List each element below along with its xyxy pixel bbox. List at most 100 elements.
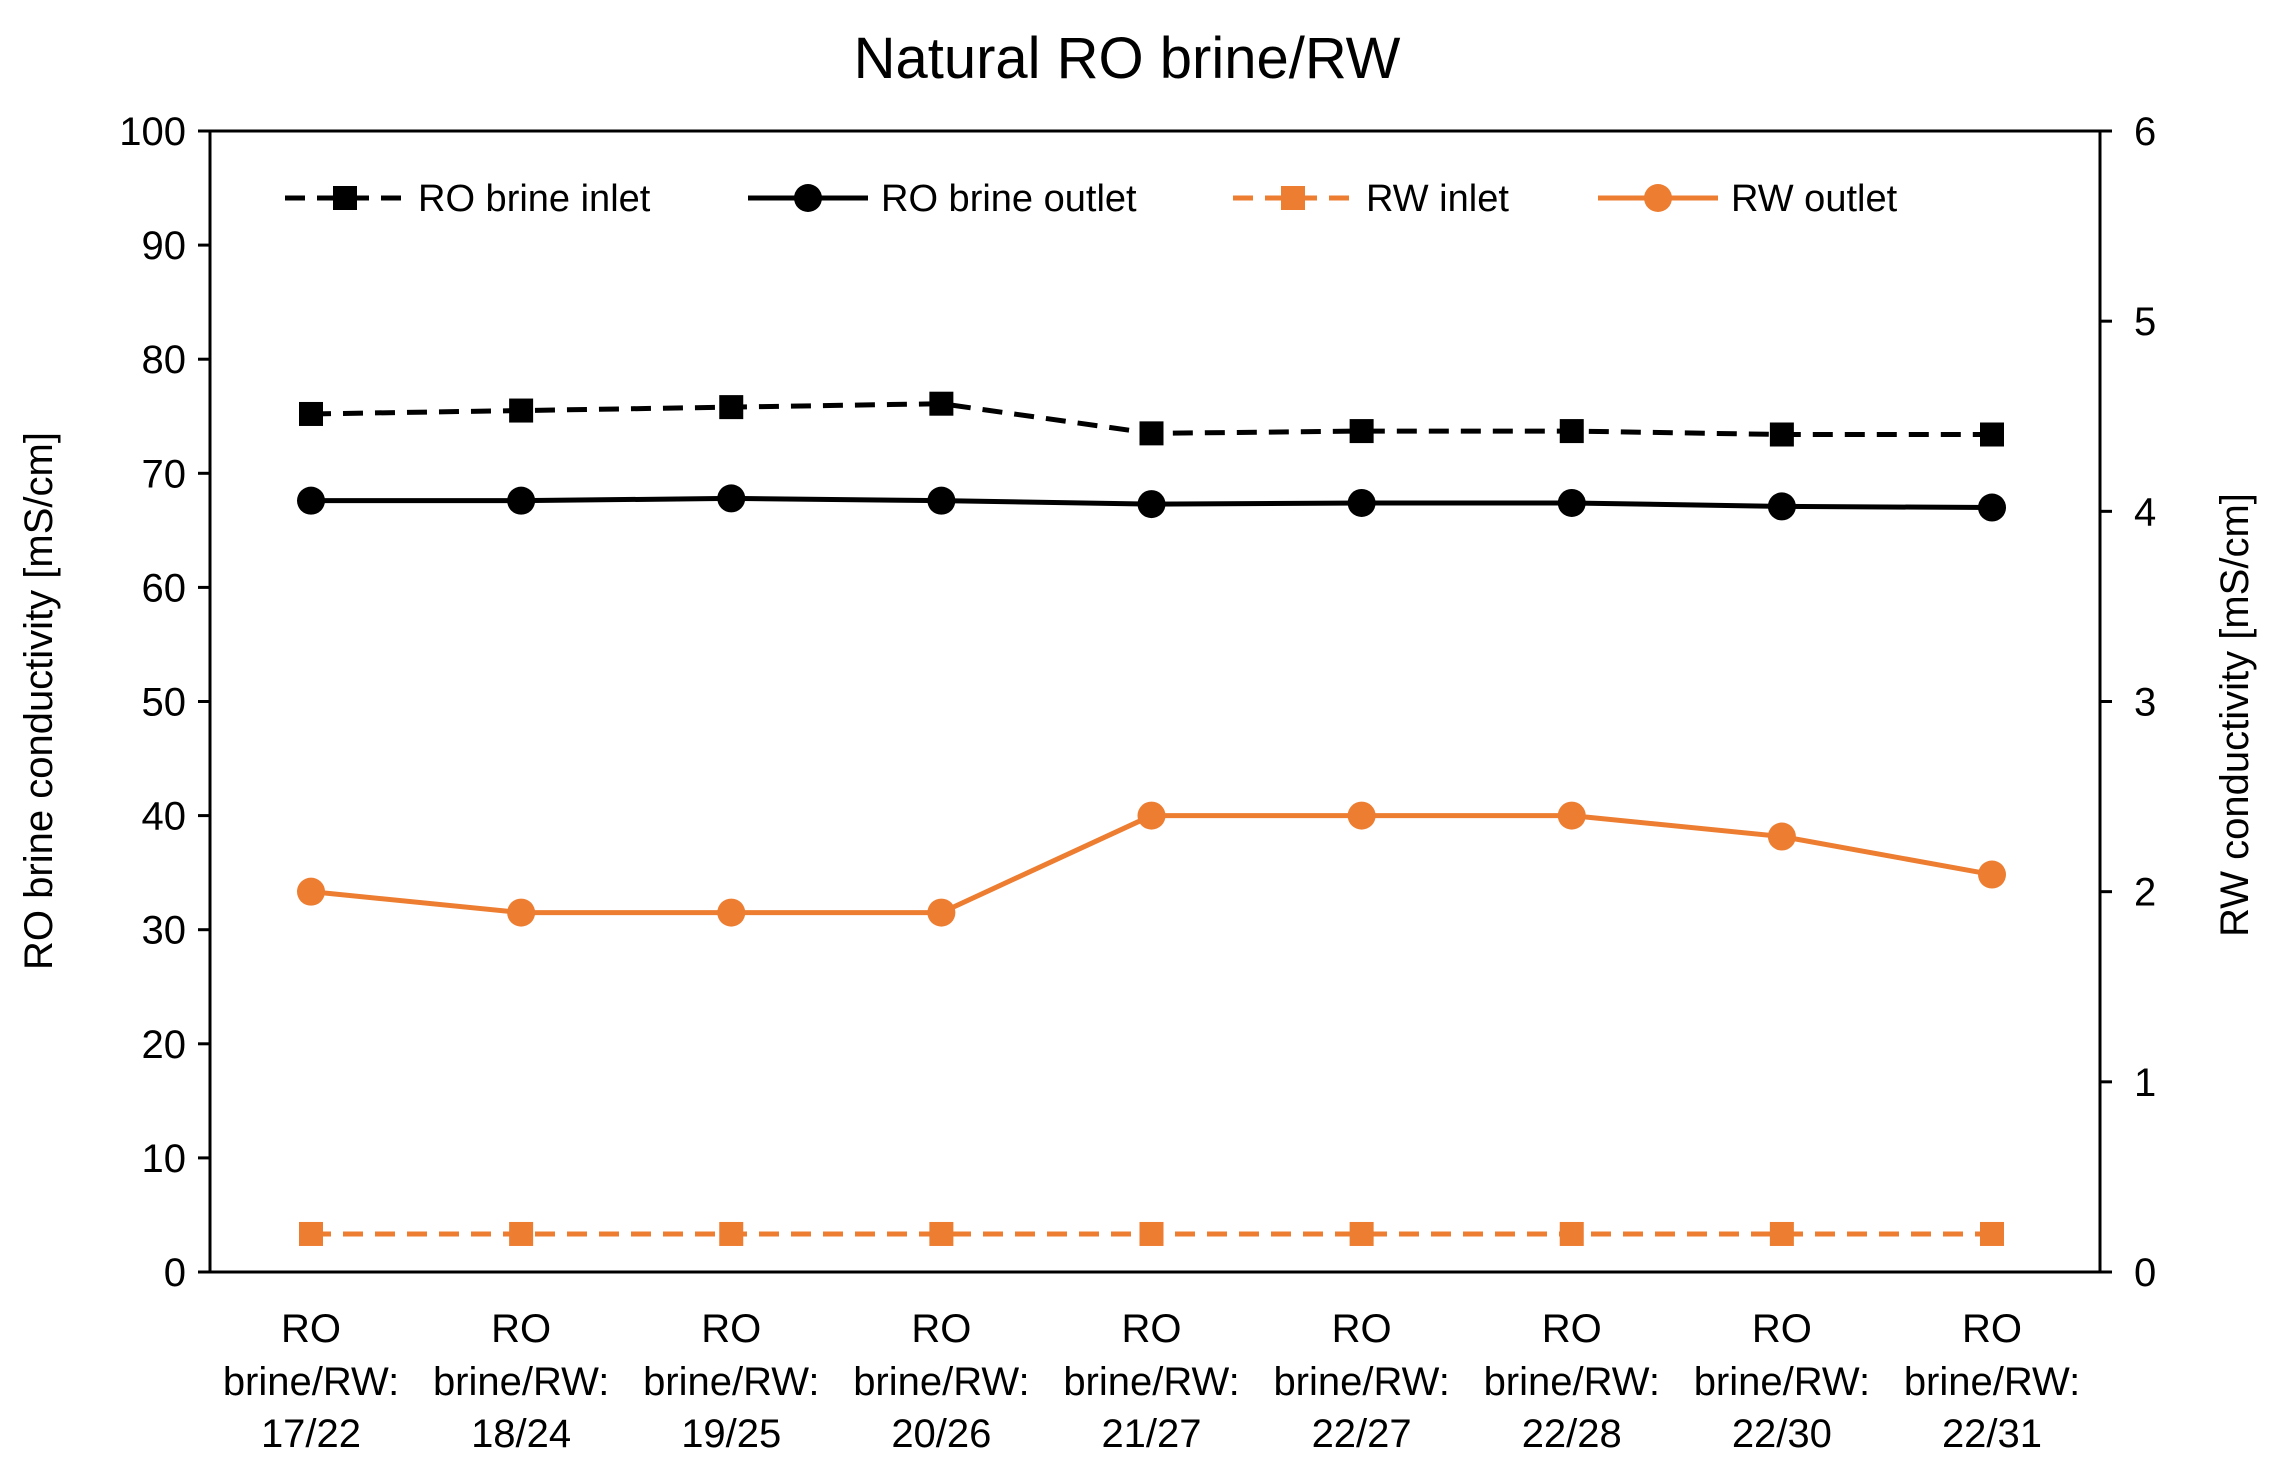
series-rw-inlet — [299, 1221, 2004, 1246]
data-point — [1137, 490, 1166, 519]
left-axis-ticks: 0 10 20 30 40 50 60 70 80 90 100 — [119, 110, 210, 1295]
plot-area — [208, 129, 2102, 1274]
right-tick-label: 3 — [2134, 681, 2156, 725]
category-label-line: RO — [1542, 1307, 1602, 1351]
data-point — [1347, 801, 1376, 830]
series-rw-outlet — [297, 801, 2006, 927]
data-point — [299, 401, 323, 426]
data-point — [1557, 488, 1586, 517]
left-tick-label: 10 — [142, 1137, 187, 1181]
data-point — [1347, 488, 1376, 517]
data-point — [927, 486, 956, 515]
data-point — [1349, 1221, 1374, 1246]
left-tick-label: 0 — [164, 1251, 186, 1295]
series-ro-brine-inlet — [299, 391, 2004, 447]
category-label: RO brine/RW: 20/26 — [853, 1307, 1029, 1456]
data-point — [507, 898, 536, 927]
category-label-line: 22/27 — [1312, 1412, 1412, 1456]
data-point — [1139, 421, 1164, 446]
category-label-line: brine/RW: — [1484, 1360, 1660, 1404]
chart-title: Natural RO brine/RW — [854, 26, 1401, 91]
category-label: RO brine/RW: 22/28 — [1484, 1307, 1660, 1456]
data-point — [1137, 801, 1166, 830]
data-point — [719, 395, 744, 420]
category-label: RO brine/RW: 19/25 — [643, 1307, 819, 1456]
plot-frame — [208, 129, 2102, 1274]
data-point — [299, 1221, 323, 1246]
category-label-line: 21/27 — [1101, 1412, 1201, 1456]
legend-label: RW inlet — [1366, 178, 1509, 220]
data-point — [929, 1221, 954, 1246]
left-tick-label: 40 — [142, 795, 187, 839]
legend-item: RO brine inlet — [285, 178, 651, 220]
category-label-line: RO — [911, 1307, 971, 1351]
category-label-line: 17/22 — [261, 1412, 361, 1456]
right-tick-label: 6 — [2134, 110, 2156, 154]
category-label-line: RO — [1752, 1307, 1812, 1351]
category-label-line: 20/26 — [891, 1412, 991, 1456]
left-tick-label: 60 — [142, 566, 187, 610]
data-point — [1139, 1221, 1164, 1246]
data-point — [717, 484, 746, 513]
legend-label: RO brine outlet — [881, 178, 1137, 220]
left-tick-label: 100 — [119, 110, 186, 154]
category-label-line: 18/24 — [471, 1412, 571, 1456]
data-point — [507, 486, 536, 515]
category-label-line: 22/30 — [1732, 1412, 1832, 1456]
data-point — [927, 898, 956, 927]
category-label: RO brine/RW: 22/27 — [1273, 1307, 1449, 1456]
legend-label: RW outlet — [1731, 178, 1898, 220]
category-label-line: brine/RW: — [223, 1360, 399, 1404]
category-label-line: RO — [1962, 1307, 2022, 1351]
legend-label: RO brine inlet — [418, 178, 651, 220]
legend-item: RW outlet — [1598, 178, 1898, 220]
category-label-line: RO — [1332, 1307, 1392, 1351]
data-point — [297, 486, 325, 515]
category-label-line: 19/25 — [681, 1412, 781, 1456]
data-point — [1978, 860, 2006, 889]
category-label-line: 22/28 — [1522, 1412, 1622, 1456]
series-ro-brine-outlet — [297, 484, 2006, 522]
data-point — [1767, 492, 1796, 521]
category-label-line: RO — [1122, 1307, 1182, 1351]
category-label-line: 22/31 — [1942, 1412, 2042, 1456]
category-label-line: brine/RW: — [1273, 1360, 1449, 1404]
data-point — [717, 898, 746, 927]
left-tick-label: 80 — [142, 338, 187, 382]
data-point — [509, 1221, 534, 1246]
left-tick-label: 30 — [142, 909, 187, 953]
left-tick-label: 50 — [142, 681, 187, 725]
data-point — [1978, 493, 2006, 522]
category-label: RO brine/RW: 18/24 — [433, 1307, 609, 1456]
data-point — [509, 398, 534, 423]
legend-item: RO brine outlet — [748, 178, 1137, 220]
data-point — [1557, 801, 1586, 830]
category-label-line: brine/RW: — [1904, 1360, 2080, 1404]
series-line — [310, 813, 1993, 916]
data-point — [1769, 1221, 1794, 1246]
data-point — [297, 877, 325, 906]
left-tick-label: 70 — [142, 452, 187, 496]
category-label-line: brine/RW: — [1063, 1360, 1239, 1404]
category-label-line: brine/RW: — [853, 1360, 1029, 1404]
right-tick-label: 0 — [2134, 1251, 2156, 1295]
category-label-line: RO — [491, 1307, 551, 1351]
data-point — [719, 1221, 744, 1246]
right-tick-label: 2 — [2134, 871, 2156, 915]
data-point — [1769, 422, 1794, 447]
legend-item: RW inlet — [1233, 178, 1509, 220]
right-tick-label: 4 — [2134, 490, 2156, 534]
left-axis-title: RO brine conductivity [mS/cm] — [17, 432, 61, 970]
data-point — [929, 391, 954, 416]
data-point — [1559, 1221, 1584, 1246]
right-tick-label: 1 — [2134, 1061, 2156, 1105]
data-point — [1559, 419, 1584, 444]
data-point — [1980, 1221, 2004, 1246]
data-point — [1980, 422, 2004, 447]
data-point — [1644, 184, 1672, 212]
data-point — [794, 184, 822, 212]
category-label: RO brine/RW: 21/27 — [1063, 1307, 1239, 1456]
legend: RO brine inlet RO brine outlet RW inlet RW … — [285, 178, 1898, 220]
category-label: RO brine/RW: 22/30 — [1694, 1307, 1870, 1456]
